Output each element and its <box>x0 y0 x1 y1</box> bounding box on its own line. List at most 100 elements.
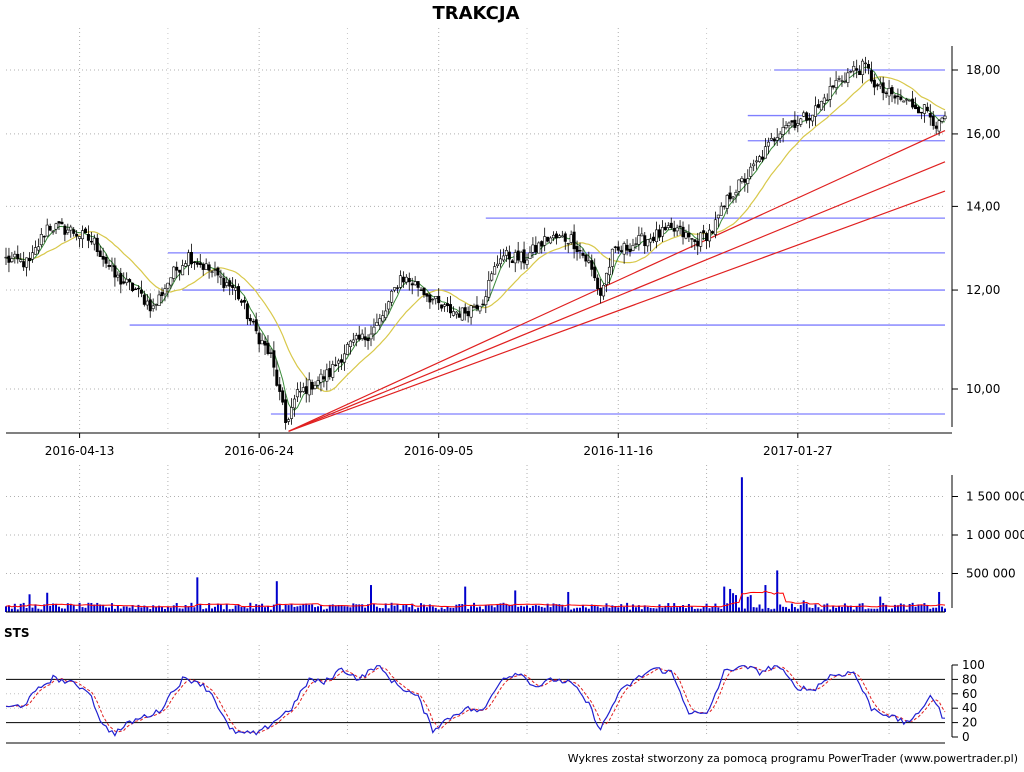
volume-bar <box>211 608 214 612</box>
volume-bar <box>761 608 764 612</box>
candle-body <box>134 288 138 291</box>
candle-body <box>69 226 73 231</box>
candle-body <box>705 233 709 242</box>
candle-body <box>928 113 932 118</box>
candle-body <box>245 303 249 320</box>
volume-bar <box>752 607 755 612</box>
candle-body <box>934 125 938 129</box>
candle-body <box>684 232 688 239</box>
candle-body <box>375 321 379 326</box>
candle-body <box>86 233 90 241</box>
volume-bar <box>464 586 467 612</box>
candle-body <box>216 267 220 276</box>
volume-bar <box>364 607 367 612</box>
volume-bar <box>352 603 355 612</box>
trend-line <box>288 161 946 432</box>
volume-bar <box>596 606 599 612</box>
candle-body <box>254 319 258 332</box>
candle-body <box>722 205 726 208</box>
candle-body <box>769 138 773 141</box>
volume-bar <box>914 606 917 612</box>
candle-body <box>131 282 135 292</box>
candle-body <box>669 222 673 228</box>
candle-body <box>740 178 744 182</box>
volume-bar <box>25 607 28 612</box>
volume-bar <box>455 604 458 612</box>
date-tick-label: 2016-04-13 <box>45 444 115 458</box>
candle-body <box>325 369 329 382</box>
volume-bar <box>626 602 629 612</box>
price-tick-label: 16,00 <box>966 127 1000 141</box>
candle-body <box>743 178 747 183</box>
volume-bar <box>885 604 888 612</box>
volume-bar <box>708 608 711 612</box>
candle-body <box>557 235 561 238</box>
volume-bar <box>308 604 311 612</box>
candle-body <box>778 133 782 139</box>
volume-bar <box>205 608 208 612</box>
candle-body <box>799 118 803 125</box>
candle-body <box>413 281 417 286</box>
volume-bar <box>72 604 75 612</box>
volume-bar <box>546 603 549 612</box>
date-tick-label: 2017-01-27 <box>763 444 833 458</box>
candle-body <box>334 364 338 366</box>
volume-bar <box>261 603 264 612</box>
candle-body <box>596 277 600 290</box>
volume-bar <box>84 607 87 612</box>
volume-bar <box>258 604 261 612</box>
volume-bar <box>908 603 911 612</box>
candle-body <box>378 318 382 326</box>
candle-body <box>39 234 43 246</box>
volume-average-line <box>5 590 946 608</box>
candle-body <box>310 381 314 390</box>
candle-body <box>469 305 473 318</box>
candle-body <box>772 138 776 142</box>
volume-bar <box>758 604 761 612</box>
candle-body <box>66 229 70 234</box>
candle-body <box>784 125 788 129</box>
volume-bar <box>181 608 184 612</box>
candle-body <box>587 260 591 263</box>
volume-bar <box>620 604 623 612</box>
volume-bar <box>938 591 941 612</box>
candle-body <box>572 231 576 250</box>
candle-body <box>808 117 812 121</box>
volume-bar <box>735 595 738 612</box>
candle-body <box>446 303 450 307</box>
candle-body <box>652 236 656 242</box>
candle-body <box>575 246 579 252</box>
candle-body <box>33 247 37 255</box>
candle-body <box>566 242 570 245</box>
volume-bar <box>534 605 537 612</box>
candle-body <box>222 277 226 288</box>
volume-bar <box>63 608 66 612</box>
candle-body <box>431 298 435 301</box>
candle-body <box>4 256 8 259</box>
volume-bar <box>40 609 43 612</box>
candle-body <box>728 192 732 200</box>
volume-bar <box>717 607 720 612</box>
sts-d-line <box>5 666 946 734</box>
candle-body <box>737 179 741 192</box>
candle-body <box>278 384 282 392</box>
volume-bar <box>723 586 726 612</box>
candle-body <box>890 87 894 95</box>
candle-body <box>340 359 344 363</box>
candle-body <box>16 253 20 260</box>
candle-body <box>666 225 670 228</box>
volume-bar <box>705 603 708 612</box>
volume-bar <box>281 609 284 612</box>
candle-body <box>410 283 414 286</box>
volume-grid <box>6 465 945 612</box>
candle-body <box>107 265 111 267</box>
volume-bar <box>420 603 423 612</box>
volume-bar <box>682 605 685 612</box>
candle-body <box>581 253 585 256</box>
candle-body <box>57 221 61 224</box>
volume-bar <box>355 604 358 612</box>
volume-bar <box>434 607 437 612</box>
candle-body <box>337 360 341 364</box>
volume-bar <box>593 605 596 612</box>
date-tick-label: 2016-09-05 <box>404 444 474 458</box>
